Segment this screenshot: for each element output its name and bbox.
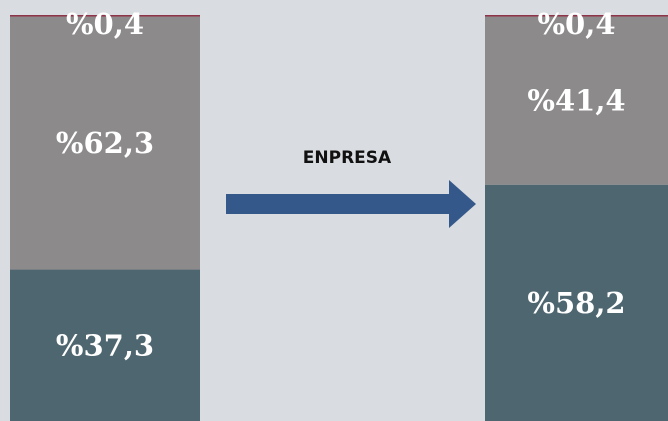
bar-2-segment-3 bbox=[485, 15, 668, 17]
bar-2-segment-3-label: %0,4 bbox=[537, 7, 615, 41]
bar-1-segment-1 bbox=[10, 269, 200, 421]
labels-group: %37,3 %62,3 %0,4 %58,2 %41,4 %0,4 bbox=[56, 7, 626, 362]
transition-arrow: ENPRESA bbox=[226, 148, 476, 228]
arrow-label: ENPRESA bbox=[303, 148, 392, 168]
bar-1-segment-2-label: %62,3 bbox=[56, 126, 154, 160]
bar-2-segment-1-label: %58,2 bbox=[527, 286, 625, 320]
bar-1-segment-1-label: %37,3 bbox=[56, 328, 154, 362]
bar-1-segment-3 bbox=[10, 15, 200, 17]
bars-group bbox=[10, 15, 668, 421]
bar-1-segment-2 bbox=[10, 16, 200, 270]
bar-2-segment-2-label: %41,4 bbox=[527, 84, 625, 118]
bar-2-segment-2 bbox=[485, 16, 668, 185]
bar-1-segment-3-label: %0,4 bbox=[66, 7, 144, 41]
bar-2-segment-1 bbox=[485, 184, 668, 421]
arrow-shape bbox=[226, 180, 476, 228]
